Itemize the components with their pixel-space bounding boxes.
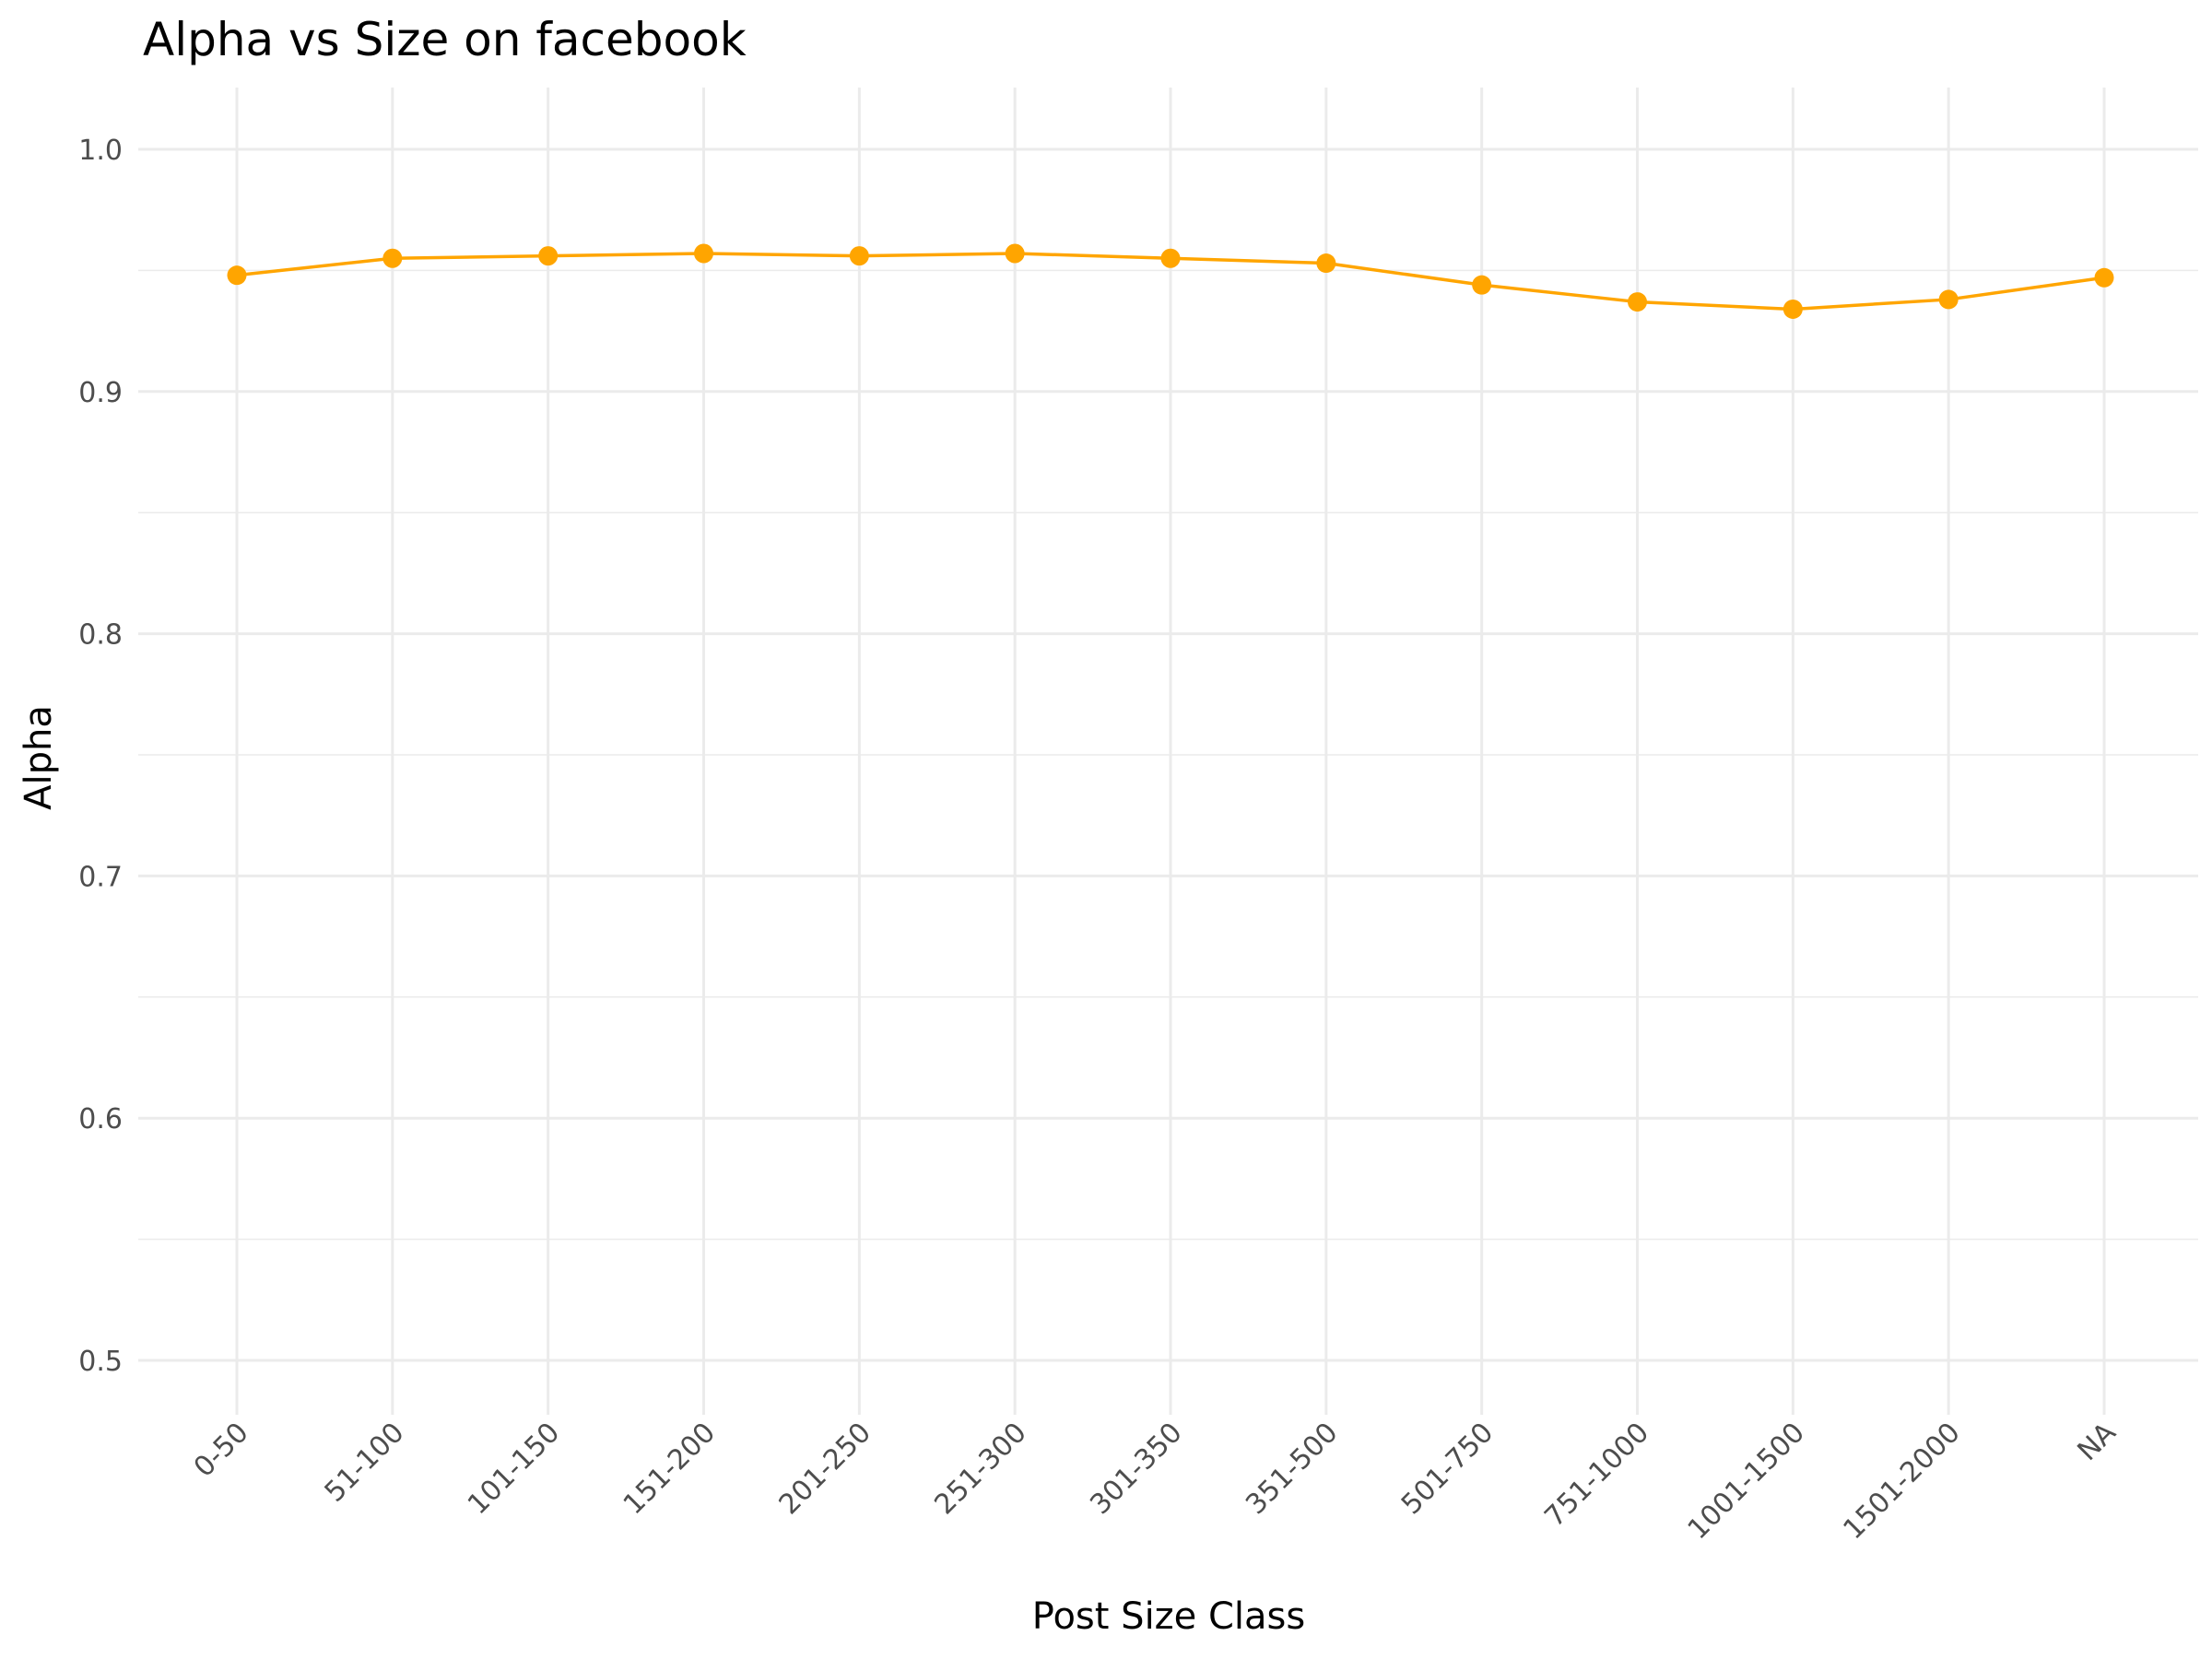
- data-point: [382, 248, 403, 268]
- chart-title: Alpha vs Size on facebook: [143, 13, 747, 66]
- data-point: [227, 265, 247, 286]
- x-tick-labels: 0-50 51-100 101-150 151-200 201-250 251-300 30…: [188, 1417, 2123, 1547]
- y-tick-labels: 0.5 0.6 0.7 0.8 0.9 1.0: [78, 135, 123, 1378]
- x-tick-label: 751-1000: [1538, 1417, 1655, 1534]
- y-tick-label: 1.0: [78, 135, 123, 167]
- x-tick-label: 301-350: [1084, 1417, 1188, 1521]
- x-tick-label: 251-300: [928, 1417, 1032, 1521]
- grid-lines: [138, 88, 2198, 1415]
- data-point: [1316, 253, 1336, 274]
- data-point: [849, 246, 869, 266]
- data-point: [1160, 248, 1181, 268]
- data-point: [538, 246, 559, 266]
- x-tick-label: 51-100: [319, 1417, 411, 1509]
- x-tick-label: 351-500: [1240, 1417, 1344, 1521]
- x-tick-label: 0-50: [188, 1417, 255, 1484]
- data-point: [1938, 289, 1959, 310]
- data-point: [1005, 243, 1025, 264]
- y-tick-label: 0.8: [78, 619, 123, 652]
- x-axis-title: Post Size Class: [1032, 1595, 1305, 1638]
- x-tick-label: 151-200: [618, 1417, 722, 1521]
- y-tick-label: 0.5: [78, 1346, 123, 1378]
- data-point: [1783, 299, 1803, 319]
- data-point: [1472, 275, 1492, 295]
- x-tick-label: 1001-1500: [1682, 1417, 1811, 1546]
- y-tick-label: 0.7: [78, 861, 123, 893]
- x-tick-label: 101-150: [462, 1417, 566, 1521]
- data-point: [1628, 292, 1647, 312]
- y-tick-label: 0.9: [78, 377, 123, 409]
- x-tick-label: NA: [2072, 1417, 2123, 1467]
- x-tick-label: 501-750: [1395, 1417, 1500, 1521]
- data-point: [694, 243, 713, 264]
- x-tick-label: 201-250: [773, 1417, 877, 1521]
- series-group: [227, 243, 2114, 319]
- y-tick-label: 0.6: [78, 1103, 123, 1135]
- data-point: [2094, 267, 2114, 288]
- x-tick-label: 1501-2000: [1837, 1417, 1966, 1546]
- y-axis-title: Alpha: [18, 705, 60, 810]
